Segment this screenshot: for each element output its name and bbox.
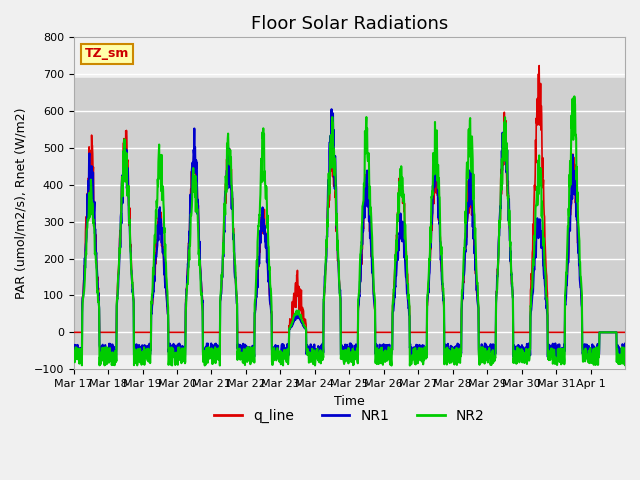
Bar [74, 78, 625, 354]
Y-axis label: PAR (umol/m2/s), Rnet (W/m2): PAR (umol/m2/s), Rnet (W/m2) [15, 108, 28, 299]
NR1 [328, 107, 335, 112]
NR2 [561, 361, 568, 367]
Line: NR2: NR2 [74, 96, 625, 366]
NR1 [480, 351, 488, 357]
NR2 [614, 351, 622, 357]
NR1 [621, 341, 629, 347]
NR1 [614, 354, 622, 360]
X-axis label: Time: Time [334, 395, 365, 408]
NR1 [70, 342, 77, 348]
NR2 [570, 94, 578, 99]
NR1 [246, 355, 254, 361]
NR1 [561, 348, 568, 354]
Line: q_line: q_line [74, 66, 625, 332]
q_line [70, 329, 77, 335]
q_line [621, 329, 629, 335]
q_line [479, 329, 487, 335]
NR2 [621, 362, 629, 368]
q_line [156, 228, 164, 233]
q_line [561, 329, 568, 335]
q_line [335, 270, 342, 276]
Title: Floor Solar Radiations: Floor Solar Radiations [251, 15, 448, 33]
Legend: q_line, NR1, NR2: q_line, NR1, NR2 [209, 403, 490, 429]
NR2 [324, 194, 332, 200]
Text: TZ_sm: TZ_sm [84, 48, 129, 60]
q_line [614, 329, 622, 335]
q_line [324, 191, 332, 197]
NR2 [70, 349, 77, 355]
q_line [535, 63, 543, 69]
NR1 [335, 285, 343, 290]
Line: NR1: NR1 [74, 109, 625, 358]
NR2 [335, 259, 342, 264]
NR2 [388, 363, 396, 369]
NR2 [156, 172, 164, 178]
NR2 [479, 350, 487, 356]
NR1 [325, 176, 333, 182]
NR1 [156, 204, 164, 210]
